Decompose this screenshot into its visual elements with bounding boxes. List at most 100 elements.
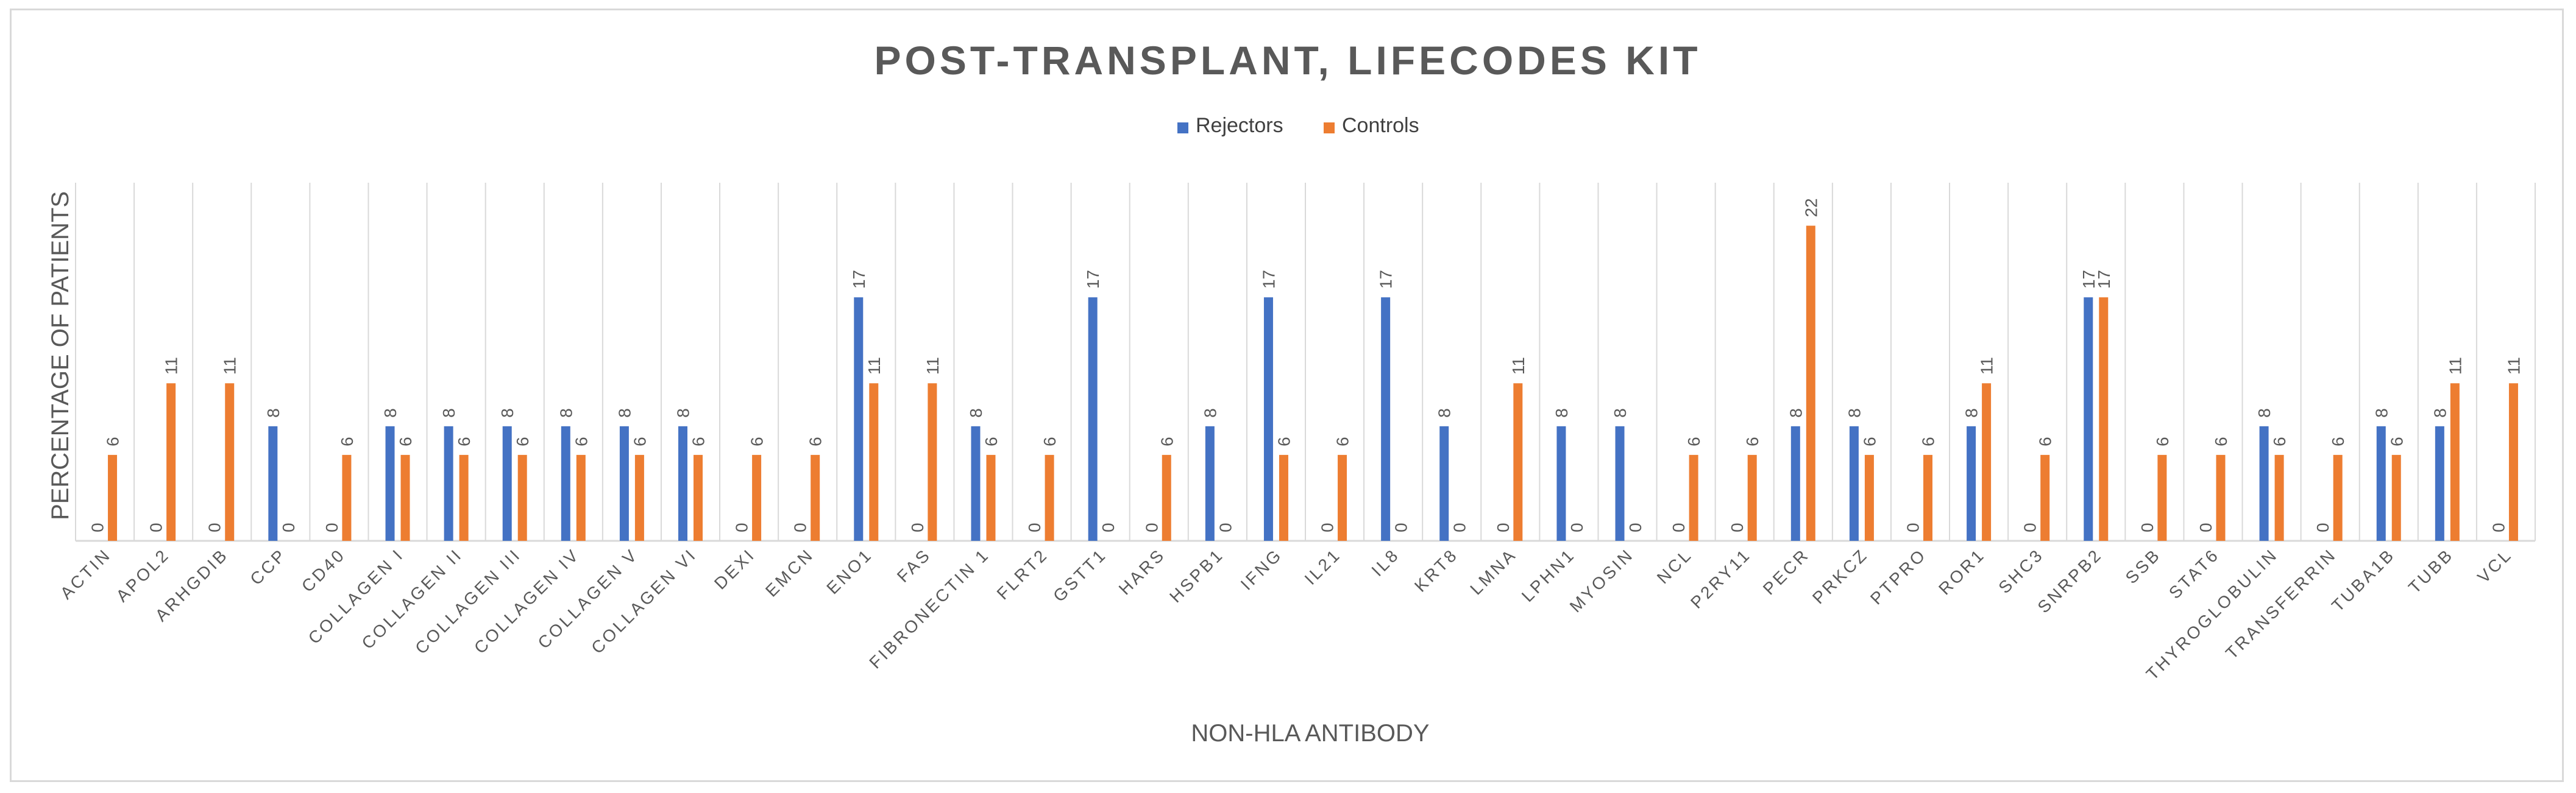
bar-rejectors [1615,426,1625,541]
data-label-rejectors: 8 [1611,408,1630,418]
bar-controls [1513,383,1523,541]
bar-rejectors [1849,426,1859,541]
data-label-controls: 6 [1860,437,1879,446]
x-tick-label: PTPRO [1867,545,1930,608]
data-label-controls: 6 [1040,437,1059,446]
x-tick-label: P2RY11 [1687,545,1755,612]
bar-controls [166,383,176,541]
legend-label-rejectors: Rejectors [1196,114,1283,137]
x-tick-label: HARS [1115,545,1169,598]
x-tick-label: CCP [246,545,290,588]
bar-controls [1162,454,1171,541]
data-label-rejectors: 8 [1201,408,1219,418]
data-label-rejectors: 8 [1786,408,1805,418]
data-label-rejectors: 8 [615,408,634,418]
data-label-controls: 6 [338,437,357,446]
data-label-rejectors: 0 [1142,523,1161,532]
bar-controls [2508,383,2518,541]
bar-controls [342,454,352,541]
data-label-controls: 6 [2212,437,2230,446]
x-axis-title: NON-HLA ANTIBODY [1191,720,1429,747]
x-tick-label: FAS [893,545,935,586]
bar-controls [400,454,410,541]
legend-swatch-rejectors [1177,122,1188,133]
data-label-controls: 6 [806,437,825,446]
bar-rejectors [1439,426,1449,541]
data-label-controls: 6 [1743,437,1762,446]
data-label-controls: 17 [2095,270,2113,289]
bar-controls [2391,454,2401,541]
data-label-controls: 6 [104,437,122,446]
x-tick-label: NCL [1653,545,1696,587]
data-label-rejectors: 17 [850,270,868,289]
data-label-rejectors: 0 [2138,523,2157,532]
x-tick-label: EMCN [762,545,818,601]
x-tick-label: APOL2 [112,545,173,605]
data-label-rejectors: 0 [2489,523,2508,532]
data-label-rejectors: 8 [674,408,693,418]
bar-rejectors [1381,297,1391,541]
bar-controls [1923,454,1932,541]
bar-rejectors [971,426,981,541]
data-label-controls: 6 [572,437,591,446]
x-tick-label: COLLAGEN III [411,545,525,658]
data-label-controls: 0 [1216,523,1235,532]
bar-controls [2157,454,2167,541]
data-label-rejectors: 8 [381,408,400,418]
bar-controls [1045,454,1054,541]
data-label-controls: 6 [513,437,532,446]
data-label-rejectors: 0 [791,523,810,532]
y-axis-title: PERCENTAGE OF PATIENTS [47,191,74,520]
data-label-controls: 6 [2270,437,2289,446]
bar-controls [225,383,235,541]
data-label-rejectors: 8 [2372,408,2391,418]
data-label-controls: 6 [2329,437,2347,446]
data-label-rejectors: 8 [1552,408,1571,418]
x-tick-label: ACTIN [57,545,115,602]
data-label-controls: 0 [1392,523,1411,532]
x-tick-label: IFNG [1237,545,1286,594]
data-label-rejectors: 8 [2430,408,2449,418]
x-tick-label: MYOSIN [1566,545,1637,616]
x-tick-label: TRANSFERRIN [2222,545,2340,663]
x-tick-label: HSPB1 [1166,545,1227,606]
bar-rejectors [2435,426,2444,541]
bar-controls [517,454,527,541]
bar-rejectors [678,426,687,541]
bar-controls [634,454,644,541]
bar-controls [1982,383,1992,541]
data-label-rejectors: 17 [1084,270,1102,289]
data-label-controls: 6 [2153,437,2172,446]
data-label-rejectors: 17 [1259,270,1278,289]
data-label-rejectors: 8 [2255,408,2274,418]
bar-controls [928,383,937,541]
x-tick-label: ENO1 [823,545,876,597]
data-label-controls: 11 [221,357,240,375]
bar-controls [2040,454,2050,541]
data-label-controls: 6 [1684,437,1703,446]
x-tick-label: FLRT2 [993,545,1052,603]
bar-rejectors [1205,426,1215,541]
x-tick-label: COLLAGEN IV [470,545,583,657]
bar-rejectors [385,426,395,541]
bar-controls [752,454,762,541]
data-label-rejectors: 8 [1845,408,1864,418]
x-tick-label: SSB [2122,545,2165,587]
bar-rejectors [444,426,453,541]
data-label-rejectors: 0 [1728,523,1747,532]
data-label-controls: 6 [748,437,767,446]
data-label-rejectors: 0 [2313,523,2332,532]
x-tick-label: TUBA1B [2328,545,2399,615]
data-label-controls: 11 [2446,357,2464,375]
legend-label-controls: Controls [1342,114,1419,137]
x-tick-label: PECR [1759,545,1813,598]
data-label-rejectors: 0 [1025,523,1044,532]
bar-rejectors [1790,426,1800,541]
data-label-rejectors: 0 [1494,523,1513,532]
x-tick-label: KRT8 [1411,545,1461,595]
data-label-rejectors: 0 [205,523,224,532]
data-label-controls: 6 [689,437,708,446]
data-label-rejectors: 0 [908,523,927,532]
x-tick-label: IL21 [1301,545,1345,588]
